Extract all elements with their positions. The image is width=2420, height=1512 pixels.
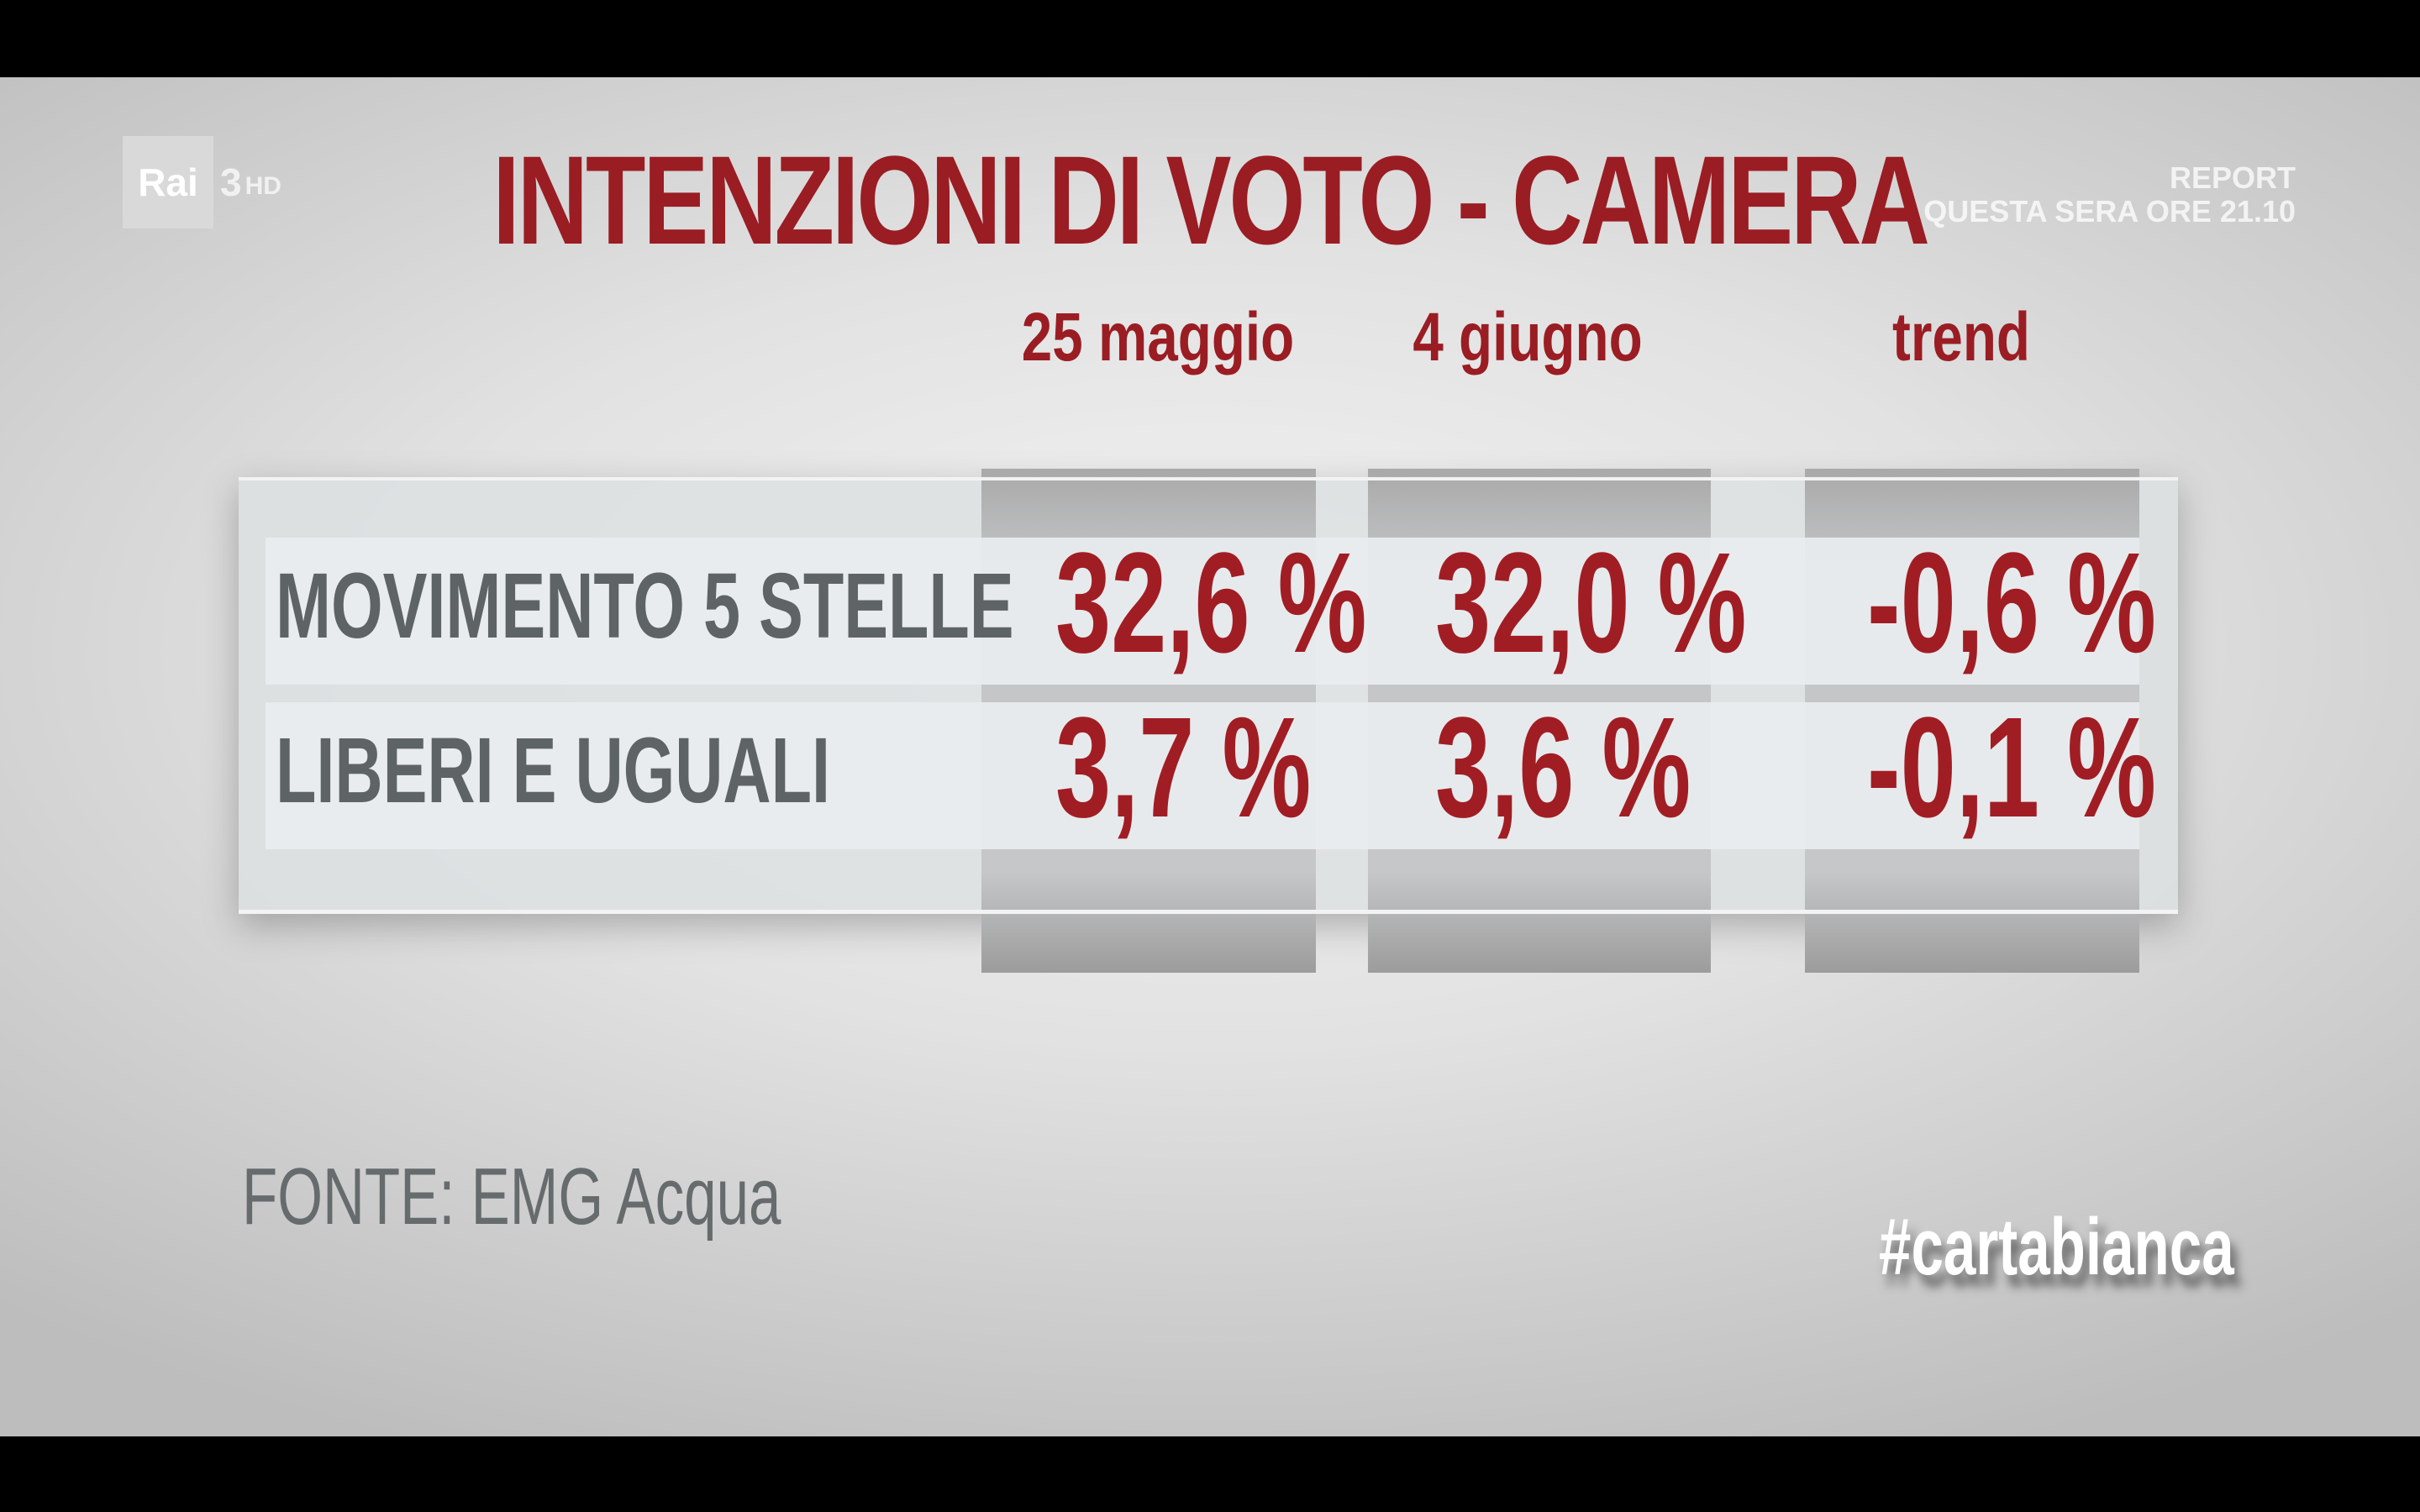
promo-line-1: REPORT	[2169, 160, 2296, 195]
source-note: FONTE: EMG Acqua	[242, 1152, 781, 1242]
hd-badge: HD	[245, 172, 281, 200]
cell-m5s-25-maggio: 32,6 %	[1055, 523, 1367, 683]
table-row	[266, 702, 2139, 849]
column-header-3: trend	[1892, 299, 2030, 375]
row-label-leu: LIBERI E UGUALI	[276, 719, 831, 822]
column-header-1: 25 maggio	[1021, 299, 1295, 375]
channel-number: 3	[220, 160, 242, 204]
chart-title: INTENZIONI DI VOTO - CAMERA	[492, 129, 1930, 270]
cell-m5s-trend: -0,6 %	[1867, 523, 2156, 683]
cell-m5s-4-giugno: 32,0 %	[1435, 523, 1747, 683]
cell-leu-25-maggio: 3,7 %	[1055, 688, 1312, 848]
channel-logo: Rai 3 HD	[123, 136, 281, 228]
panel-border	[239, 477, 2178, 914]
hashtag-logo: #cartabianca	[1879, 1202, 2234, 1292]
cell-leu-4-giugno: 3,6 %	[1435, 688, 1691, 848]
table-row	[266, 538, 2139, 685]
cell-leu-trend: -0,1 %	[1867, 688, 2156, 848]
promo-overlay: REPORT QUESTA SERA ORE 21.10	[1923, 161, 2296, 228]
column-header-2: 4 giugno	[1413, 299, 1643, 375]
rai-logo: Rai	[123, 136, 213, 228]
promo-line-2: QUESTA SERA ORE 21.10	[1923, 194, 2296, 228]
row-label-m5s: MOVIMENTO 5 STELLE	[276, 554, 1014, 658]
